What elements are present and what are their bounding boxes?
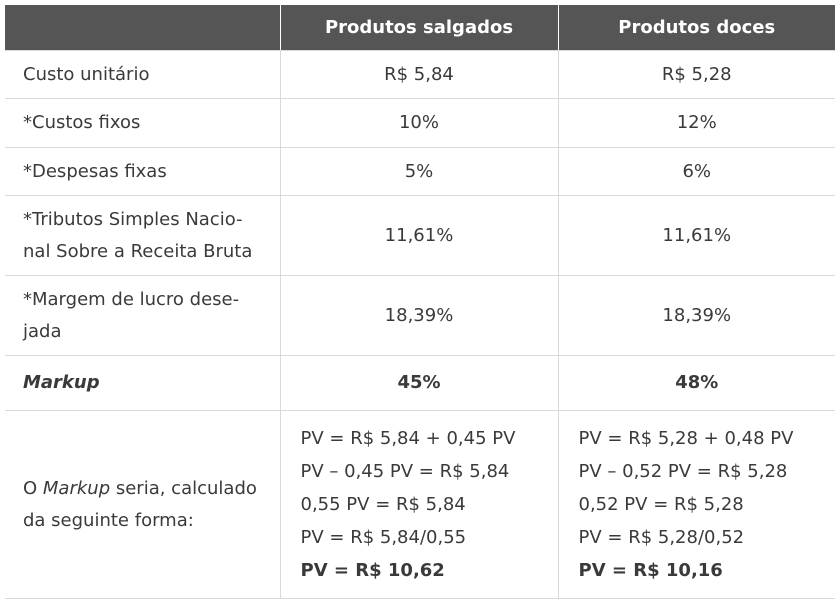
- formula-line: PV = R$ 5,84 + 0,45 PV: [300, 428, 516, 449]
- formula-line: PV = R$ 10,62: [300, 560, 445, 581]
- row: *Margem de lucro dese-jada 18,39% 18,39%: [5, 275, 835, 356]
- row: *Tributos Simples Nacio-nal Sobre a Rece…: [5, 195, 835, 276]
- header-cell: Produtos salgados: [280, 5, 559, 51]
- label-line: *Margem de lucro dese-: [23, 288, 240, 310]
- header-empty: [5, 5, 281, 51]
- row: Custo unitário R$ 5,84 R$ 5,28: [5, 50, 835, 99]
- formula-line: PV – 0,45 PV = R$ 5,84: [300, 461, 510, 482]
- formula-line: PV = R$ 10,16: [578, 560, 723, 581]
- cell: 18,39%: [280, 275, 559, 356]
- row: Markup 45% 48%: [5, 355, 835, 411]
- row: O Markup seria, calculado da seguinte for…: [5, 410, 835, 599]
- cell: 45%: [280, 355, 559, 411]
- formula-line: 0,55 PV = R$ 5,84: [300, 494, 466, 515]
- label-line: *Tributos Simples Nacio-: [23, 208, 243, 230]
- cell: 10%: [280, 98, 559, 148]
- row-label: O Markup seria, calculado da seguinte for…: [5, 410, 281, 599]
- formula-line: PV = R$ 5,28/0,52: [578, 527, 745, 548]
- header-row: Produtos salgados Produtos doces: [5, 5, 835, 51]
- formula-cell: PV = R$ 5,84 + 0,45 PV PV – 0,45 PV = R$ …: [280, 410, 559, 599]
- label-text: da seguinte forma:: [23, 509, 194, 531]
- label-line: nal Sobre a Receita Bruta: [23, 240, 253, 262]
- markup-table: Produtos salgados Produtos doces Custo u…: [5, 5, 835, 599]
- label-line: jada: [23, 320, 62, 342]
- formula-line: PV = R$ 5,28 + 0,48 PV: [578, 428, 794, 449]
- row-label: Markup: [5, 355, 281, 411]
- cell: 11,61%: [558, 195, 835, 276]
- cell: 6%: [558, 147, 835, 196]
- row: *Despesas fixas 5% 6%: [5, 147, 835, 196]
- cell: 18,39%: [558, 275, 835, 356]
- label-emphasis: Markup: [42, 477, 111, 499]
- formula-line: PV – 0,52 PV = R$ 5,28: [578, 461, 788, 482]
- cell: 11,61%: [280, 195, 559, 276]
- cell: R$ 5,28: [558, 50, 835, 99]
- formula-cell: PV = R$ 5,28 + 0,48 PV PV – 0,52 PV = R$ …: [558, 410, 835, 599]
- formula-line: 0,52 PV = R$ 5,28: [578, 494, 744, 515]
- row-label: *Custos fixos: [5, 98, 281, 148]
- header-cell: Produtos doces: [558, 5, 835, 51]
- cell: R$ 5,84: [280, 50, 559, 99]
- cell: 48%: [558, 355, 835, 411]
- row: *Custos fixos 10% 12%: [5, 98, 835, 148]
- cell: 5%: [280, 147, 559, 196]
- label-text: O: [23, 477, 38, 499]
- row-label: *Despesas fixas: [5, 147, 281, 196]
- row-label: *Margem de lucro dese-jada: [5, 275, 281, 356]
- label-text: seria, calculado: [115, 477, 257, 499]
- cell: 12%: [558, 98, 835, 148]
- row-label: Custo unitário: [5, 50, 281, 99]
- row-label: *Tributos Simples Nacio-nal Sobre a Rece…: [5, 195, 281, 276]
- formula-line: PV = R$ 5,84/0,55: [300, 527, 467, 548]
